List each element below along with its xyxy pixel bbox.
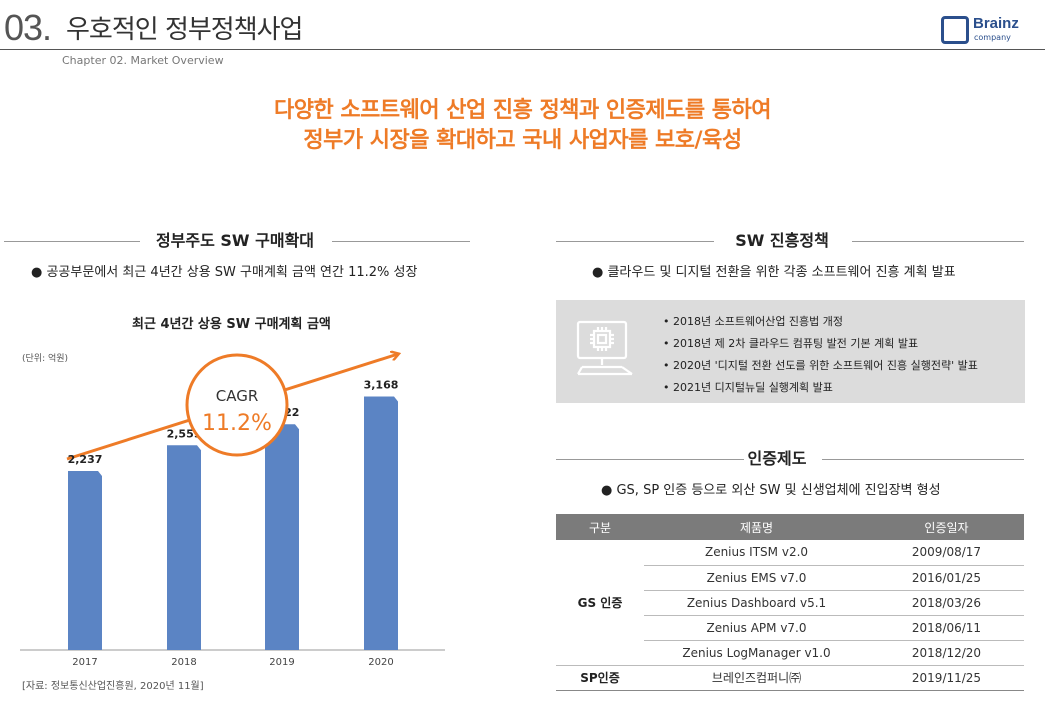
- table-row: Zenius Dashboard v5.1 2018/03/26: [556, 590, 1024, 616]
- date-cell: 2016/01/25: [869, 565, 1024, 591]
- table-row: Zenius EMS v7.0 2016/01/25: [556, 565, 1024, 591]
- cert-bullet: ● GS, SP 인증 등으로 외산 SW 및 신생업체에 진입장벽 형성: [601, 483, 941, 498]
- sp-cert-label: SP인증: [556, 665, 644, 691]
- section-rule-right: [332, 241, 470, 242]
- product-cell: 브레인즈컴퍼니㈜: [644, 665, 869, 691]
- purchase-bullet: ● 공공부문에서 최근 4년간 상용 SW 구매계획 금액 연간 11.2% 성…: [31, 265, 418, 280]
- headline-line2: 정부가 시장을 확대하고 국내 사업자를 보호/육성: [303, 128, 742, 153]
- list-item: • 2020년 '디지털 전환 선도를 위한 소프트웨어 진흥 실행전략' 발표: [663, 359, 978, 372]
- date-cell: 2018/03/26: [869, 590, 1024, 616]
- cagr-circle: [185, 353, 289, 457]
- chart-title: 최근 4년간 상용 SW 구매계획 금액: [132, 317, 331, 332]
- list-item: • 2021년 디지털뉴딜 실행계획 발표: [663, 381, 833, 394]
- section-title-cert: 인증제도: [747, 449, 807, 468]
- date-cell: 2018/12/20: [869, 640, 1024, 666]
- section-rule-left: [556, 459, 744, 460]
- computer-chip-icon: [576, 320, 633, 376]
- x-tick-label: 2019: [269, 657, 294, 668]
- bar-value-label: 2,237: [68, 453, 103, 466]
- table-row: GS 인증 Zenius ITSM v2.0 2009/08/17: [556, 540, 1024, 666]
- x-tick-label: 2018: [171, 657, 196, 668]
- section-rule-right: [852, 241, 1024, 242]
- brainz-logo: Brainz company: [941, 15, 1031, 46]
- cagr-label: CAGR: [216, 387, 259, 405]
- product-cell: Zenius LogManager v1.0: [644, 640, 869, 666]
- section-title-policy: SW 진흥정책: [735, 231, 829, 250]
- date-cell: 2009/08/17: [869, 540, 1024, 566]
- bar-value-label: 3,168: [364, 379, 399, 392]
- column-header: 구분: [556, 514, 644, 540]
- policy-list: • 2018년 소프트웨어산업 진흥법 개정 • 2018년 제 2차 클라우드…: [663, 311, 978, 399]
- list-item: • 2018년 제 2차 클라우드 컴퓨팅 발전 기본 계획 발표: [663, 337, 919, 350]
- column-header: 제품명: [644, 514, 869, 540]
- chart-unit: (단위: 억원): [22, 354, 69, 364]
- product-cell: Zenius Dashboard v5.1: [644, 590, 869, 616]
- logo-text: Brainz: [973, 15, 1019, 32]
- cagr-value: 11.2%: [202, 411, 272, 436]
- logo-subtext: company: [974, 33, 1011, 42]
- list-item: • 2018년 소프트웨어산업 진흥법 개정: [663, 315, 844, 328]
- bar-2020: [364, 396, 398, 650]
- table-header-row: 구분 제품명 인증일자: [556, 514, 1024, 540]
- table-row: SP인증 브레인즈컴퍼니㈜ 2019/11/25: [556, 665, 1024, 691]
- breadcrumb: Chapter 02. Market Overview: [62, 54, 224, 67]
- cert-table: 구분 제품명 인증일자 GS 인증 Zenius ITSM v2.0 2009/…: [556, 514, 1024, 691]
- section-rule-left: [4, 241, 140, 242]
- date-cell: 2018/06/11: [869, 615, 1024, 641]
- bar-2018: [167, 445, 201, 650]
- x-tick-label: 2020: [368, 657, 393, 668]
- section-rule-right: [822, 459, 1024, 460]
- section-rule-left: [556, 241, 714, 242]
- section-title-purchase: 정부주도 SW 구매확대: [155, 231, 315, 250]
- bar-2017: [68, 471, 102, 650]
- table-row: Zenius APM v7.0 2018/06/11: [556, 615, 1024, 641]
- product-cell: Zenius ITSM v2.0: [644, 540, 869, 566]
- headline-line1: 다양한 소프트웨어 산업 진흥 정책과 인증제도를 통하여: [274, 98, 771, 123]
- chapter-number: 03.: [4, 7, 52, 48]
- header-divider: [0, 49, 1045, 50]
- column-header: 인증일자: [869, 514, 1024, 540]
- product-cell: Zenius EMS v7.0: [644, 565, 869, 591]
- chart-source: [자료: 정보통신산업진흥원, 2020년 11월]: [22, 681, 204, 692]
- table-row: Zenius LogManager v1.0 2018/12/20: [556, 640, 1024, 666]
- policy-bullet: ● 클라우드 및 디지털 전환을 위한 각종 소프트웨어 진흥 계획 발표: [592, 265, 956, 280]
- date-cell: 2019/11/25: [869, 665, 1024, 691]
- policy-box: [556, 300, 1025, 403]
- product-cell: Zenius APM v7.0: [644, 615, 869, 641]
- x-tick-label: 2017: [72, 657, 97, 668]
- gs-cert-label: GS 인증: [556, 540, 644, 666]
- page-title: 우호적인 정부정책사업: [66, 15, 303, 45]
- bar-2019: [265, 424, 299, 650]
- logo-mark: [941, 16, 969, 44]
